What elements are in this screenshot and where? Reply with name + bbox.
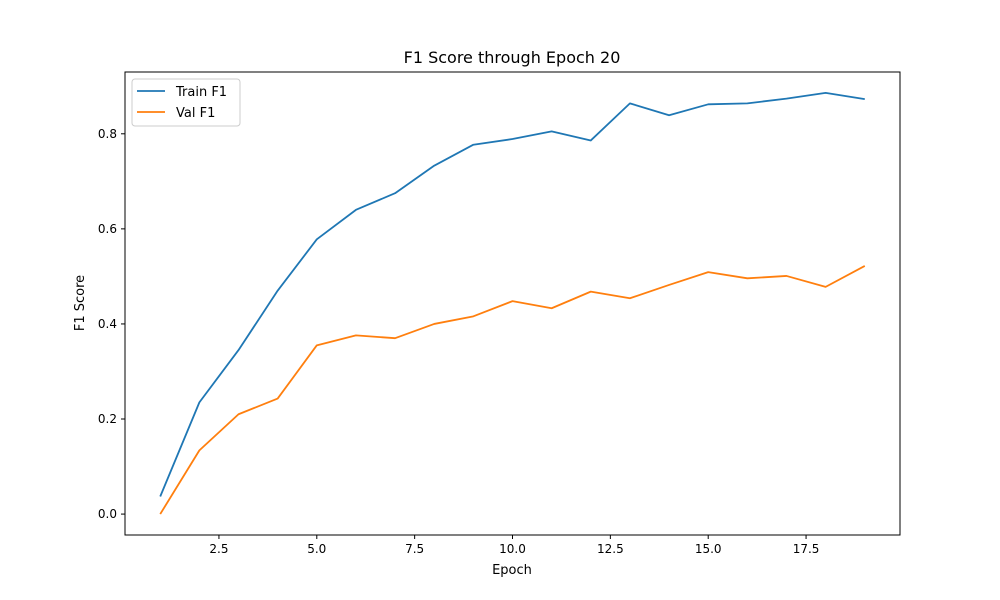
legend-label-1: Train F1 (175, 85, 227, 100)
chart-title: F1 Score through Epoch 20 (404, 48, 621, 67)
y-tick-label: 0.0 (98, 507, 117, 521)
x-tick-label: 10.0 (499, 542, 526, 556)
plot-area (159, 92, 866, 515)
series-line-1 (159, 92, 865, 497)
y-axis: 0.0 0.2 0.4 0.6 0.8 (98, 127, 125, 521)
x-tick-label: 5.0 (307, 542, 326, 556)
legend-label-2: Val F1 (176, 106, 215, 121)
axes-frame (124, 71, 901, 536)
y-tick-label: 0.4 (98, 317, 117, 331)
y-tick-label: 0.8 (98, 127, 117, 141)
x-axis: 2.5 5.0 7.5 10.0 12.5 15.0 17.5 (209, 535, 819, 556)
series-line-2 (159, 265, 866, 515)
x-axis-label: Epoch (492, 563, 532, 578)
x-tick-label: 12.5 (597, 542, 624, 556)
x-tick-label: 17.5 (793, 542, 820, 556)
y-tick-label: 0.2 (98, 412, 117, 426)
y-tick-label: 0.6 (98, 222, 117, 236)
x-tick-label: 7.5 (405, 542, 424, 556)
legend: Train F1 Val F1 (131, 78, 241, 127)
x-tick-label: 15.0 (695, 542, 722, 556)
x-tick-label: 2.5 (209, 542, 228, 556)
y-axis-label: F1 Score (73, 275, 88, 331)
